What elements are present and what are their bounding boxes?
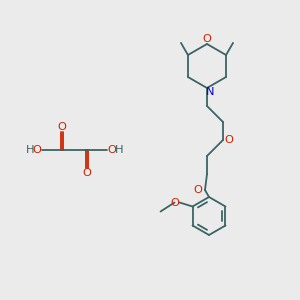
Text: N: N (206, 87, 214, 97)
Text: O: O (225, 135, 233, 145)
Text: O: O (33, 145, 41, 155)
Text: O: O (202, 34, 211, 44)
Text: O: O (58, 122, 66, 132)
Text: O: O (108, 145, 116, 155)
Text: O: O (194, 185, 202, 195)
Text: H: H (26, 145, 34, 155)
Text: O: O (82, 168, 91, 178)
Text: O: O (170, 197, 179, 208)
Text: H: H (115, 145, 123, 155)
